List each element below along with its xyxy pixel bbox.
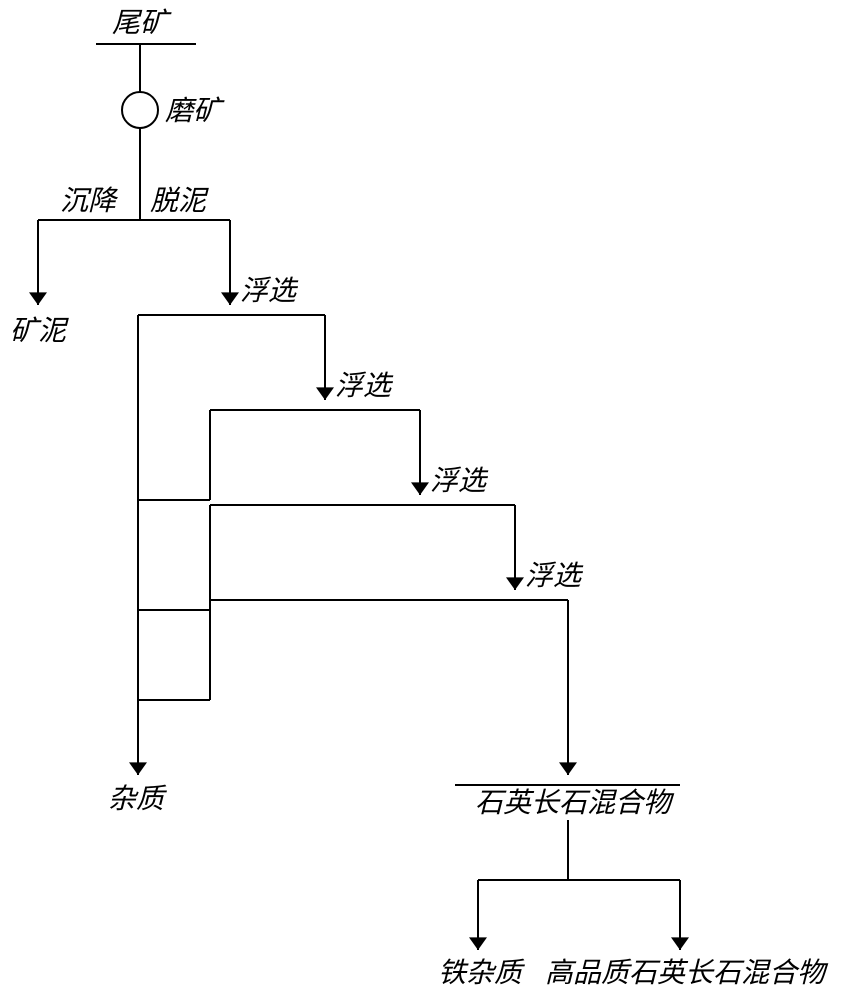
- iron-impurity-label: 铁杂质: [438, 958, 525, 989]
- grind-circle-icon: [122, 92, 158, 128]
- arrow-hq-arrowhead: [671, 937, 689, 950]
- mix-label: 石英长石混合物: [475, 788, 675, 819]
- impurity-label: 杂质: [108, 784, 167, 815]
- flot4-label: 浮选: [525, 561, 584, 592]
- arrow-slime-arrowhead: [29, 292, 47, 305]
- arrow-flot3-arrowhead: [411, 482, 429, 495]
- hq-mix-label: 高品质石英长石混合物: [545, 958, 829, 989]
- settle-label: 沉降: [60, 186, 119, 217]
- input-label: 尾矿: [112, 8, 172, 39]
- arrow-mix-arrowhead: [559, 762, 577, 775]
- deslime-label: 脱泥: [150, 186, 209, 217]
- flot3-label: 浮选: [430, 466, 489, 497]
- slime-label: 矿泥: [10, 316, 69, 347]
- arrow-flot2-arrowhead: [316, 387, 334, 400]
- arrow-flot1-arrowhead: [221, 292, 239, 305]
- flot2-label: 浮选: [335, 371, 394, 402]
- arrow-iron-arrowhead: [469, 937, 487, 950]
- arrow-impurity-arrowhead: [129, 762, 147, 775]
- flot1-label: 浮选: [240, 276, 299, 307]
- grind-label: 磨矿: [165, 96, 225, 127]
- flowchart-root: 尾矿磨矿沉降脱泥矿泥浮选浮选浮选浮选杂质石英长石混合物铁杂质高品质石英长石混合物: [0, 0, 847, 1000]
- arrow-flot4-arrowhead: [506, 577, 524, 590]
